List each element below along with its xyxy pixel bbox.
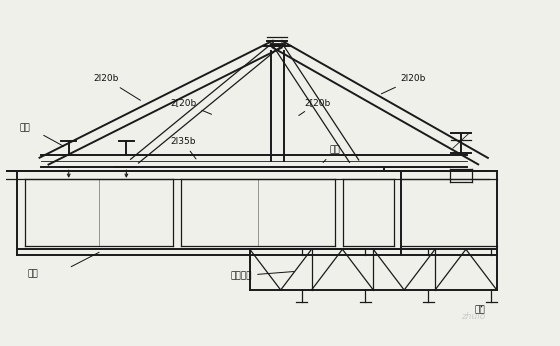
Text: 2[20b: 2[20b xyxy=(299,98,331,116)
Text: 锶杆: 锶杆 xyxy=(19,124,30,133)
Text: 2I35b: 2I35b xyxy=(170,137,196,159)
Text: 走板: 走板 xyxy=(323,146,340,163)
Text: zhulo: zhulo xyxy=(461,312,486,321)
Text: 2[20b: 2[20b xyxy=(170,98,212,114)
Text: 架体: 架体 xyxy=(27,270,38,279)
Text: 2I20b: 2I20b xyxy=(381,74,426,94)
Text: 2I20b: 2I20b xyxy=(94,74,141,100)
Text: 吸杆: 吸杆 xyxy=(475,305,486,314)
Text: 底模桥片: 底模桥片 xyxy=(231,271,293,280)
